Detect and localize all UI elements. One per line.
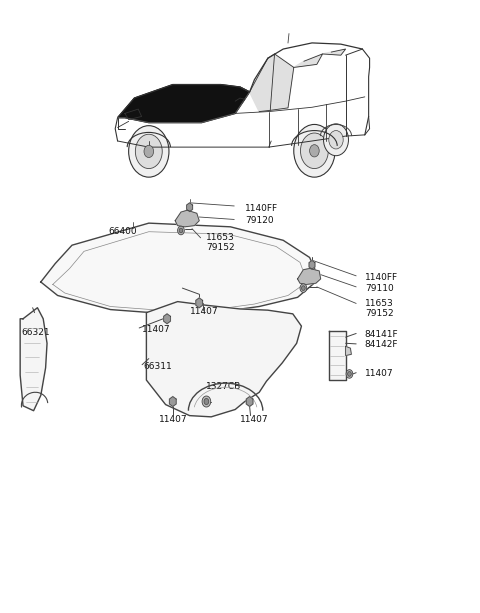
Polygon shape <box>118 85 250 123</box>
Polygon shape <box>20 308 47 411</box>
Circle shape <box>135 134 162 169</box>
Circle shape <box>129 126 169 177</box>
Text: 66321: 66321 <box>22 328 50 337</box>
Polygon shape <box>270 54 294 110</box>
Polygon shape <box>169 397 176 406</box>
Circle shape <box>144 145 154 158</box>
Polygon shape <box>309 261 315 269</box>
Text: 79152: 79152 <box>206 243 235 252</box>
Text: 11407: 11407 <box>365 370 394 378</box>
Text: 1140FF: 1140FF <box>365 273 398 281</box>
Circle shape <box>310 145 319 157</box>
Polygon shape <box>323 49 346 55</box>
Polygon shape <box>246 397 253 406</box>
Text: 11407: 11407 <box>142 326 170 334</box>
Circle shape <box>301 286 305 291</box>
Text: 1140FF: 1140FF <box>245 204 278 213</box>
Text: 11653: 11653 <box>365 299 394 308</box>
Text: 1327CB: 1327CB <box>206 382 241 390</box>
Polygon shape <box>298 268 321 284</box>
Polygon shape <box>196 298 203 308</box>
Circle shape <box>329 131 343 149</box>
Text: 79110: 79110 <box>365 284 394 292</box>
Text: 11407: 11407 <box>240 416 269 424</box>
Circle shape <box>178 226 184 235</box>
Polygon shape <box>146 302 301 417</box>
Circle shape <box>348 371 351 376</box>
Circle shape <box>324 124 348 156</box>
Polygon shape <box>164 314 170 324</box>
Polygon shape <box>294 54 323 67</box>
Polygon shape <box>346 346 351 356</box>
Polygon shape <box>329 331 346 380</box>
Text: 66400: 66400 <box>108 227 137 236</box>
Circle shape <box>300 133 328 169</box>
Circle shape <box>204 398 209 405</box>
Text: 11407: 11407 <box>158 416 187 424</box>
Text: 79152: 79152 <box>365 310 394 318</box>
Text: 79120: 79120 <box>245 216 274 225</box>
Circle shape <box>300 284 307 292</box>
Circle shape <box>294 124 335 177</box>
Circle shape <box>179 228 183 233</box>
Polygon shape <box>187 203 192 211</box>
Polygon shape <box>175 210 199 227</box>
Text: 11653: 11653 <box>206 234 235 242</box>
Polygon shape <box>41 223 319 316</box>
Circle shape <box>202 396 211 407</box>
Text: 84142F: 84142F <box>365 340 398 349</box>
Text: 66311: 66311 <box>143 362 172 371</box>
Text: 11407: 11407 <box>190 307 218 316</box>
Text: 84141F: 84141F <box>365 330 398 338</box>
Circle shape <box>346 370 353 378</box>
Polygon shape <box>250 54 275 112</box>
